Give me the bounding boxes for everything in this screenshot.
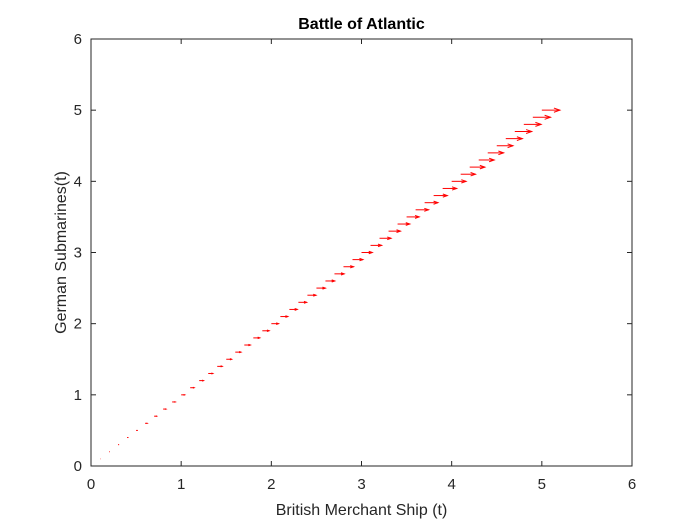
x-tick-label: 3 — [357, 476, 365, 493]
x-tick-label: 6 — [628, 476, 636, 493]
y-tick-label: 6 — [74, 31, 82, 48]
y-tick-label: 1 — [74, 387, 82, 404]
arrow-head — [202, 380, 203, 381]
y-tick-label: 3 — [74, 245, 82, 262]
quiver-arrow — [208, 373, 213, 374]
x-tick-label: 1 — [177, 476, 185, 493]
y-tick-label: 2 — [74, 316, 82, 333]
quiver-arrow — [190, 387, 194, 388]
quiver-arrow — [217, 366, 222, 367]
chart-title: Battle of Atlantic — [298, 16, 425, 33]
arrow-head — [174, 402, 175, 403]
quiver-arrow — [154, 416, 157, 417]
arrow-head — [211, 373, 213, 374]
x-tick-label: 0 — [87, 476, 95, 493]
quiver-arrow — [199, 380, 203, 381]
quiver-arrow — [181, 394, 185, 395]
x-tick-label: 4 — [447, 476, 455, 493]
quiver-arrow — [244, 344, 250, 345]
arrow-head — [156, 416, 157, 417]
x-tick-label: 2 — [267, 476, 275, 493]
arrow-head — [221, 366, 223, 367]
y-tick-label: 0 — [74, 458, 82, 475]
arrow-head — [165, 409, 166, 410]
x-axis-title: British Merchant Ship (t) — [276, 502, 448, 519]
arrow-head — [184, 394, 185, 395]
arrow-head — [193, 387, 194, 388]
quiver-arrow — [163, 409, 166, 410]
y-tick-label: 5 — [74, 102, 82, 119]
quiver-arrow — [226, 359, 231, 360]
quiver-arrow — [172, 402, 175, 403]
y-axis-title: German Submarines(t) — [53, 171, 70, 334]
x-tick-label: 5 — [538, 476, 546, 493]
y-tick-label: 4 — [74, 173, 82, 190]
quiver-arrow — [235, 351, 241, 352]
